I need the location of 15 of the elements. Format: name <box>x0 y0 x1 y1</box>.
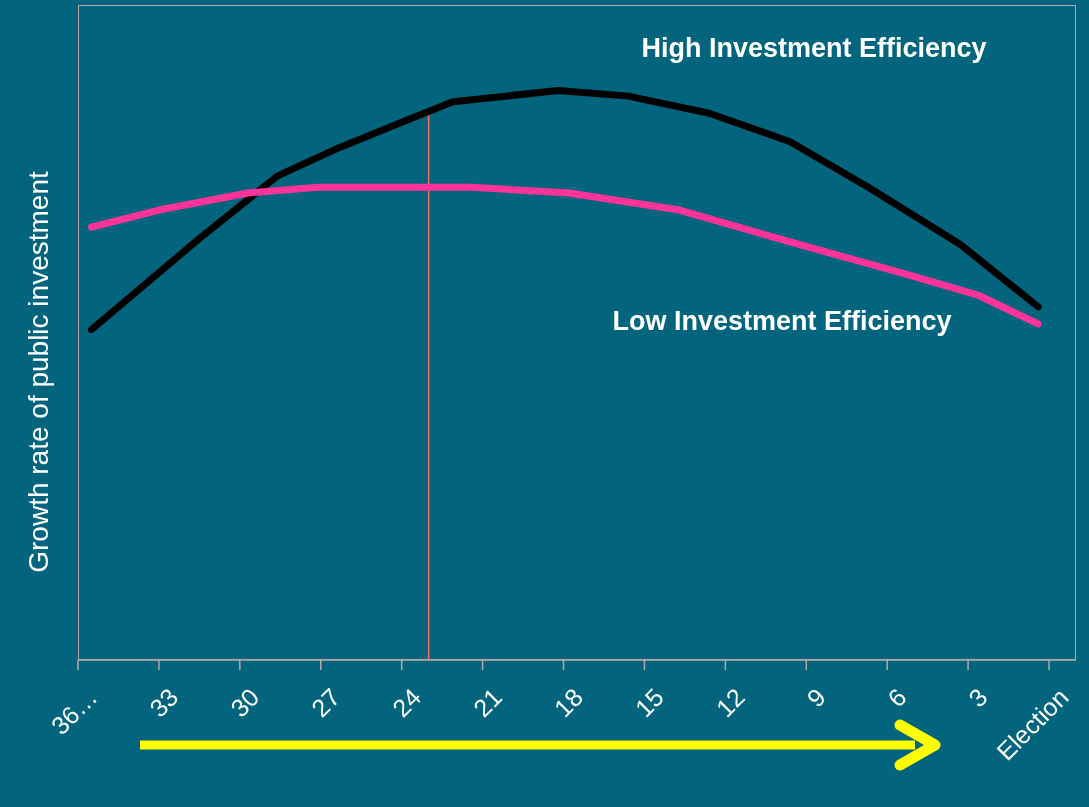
x-tick-label: 6 <box>882 682 912 713</box>
x-tick-label: 33 <box>144 682 184 723</box>
x-tick-label: 24 <box>386 682 427 723</box>
x-tick-label: 15 <box>629 682 669 723</box>
x-tick-label: 21 <box>467 682 508 723</box>
x-tick-label: 30 <box>224 682 265 723</box>
y-axis-title: Growth rate of public investment <box>23 171 54 573</box>
x-tick-label: 27 <box>305 682 346 723</box>
x-tick-label: 36… <box>45 682 103 740</box>
series-label: High Investment Efficiency <box>641 33 987 63</box>
series-label: Low Investment Efficiency <box>612 306 952 336</box>
x-tick-label: 12 <box>710 682 750 723</box>
x-tick-label: 3 <box>963 682 993 713</box>
x-tick-label: 9 <box>801 682 831 713</box>
x-tick-label: 18 <box>548 682 589 723</box>
